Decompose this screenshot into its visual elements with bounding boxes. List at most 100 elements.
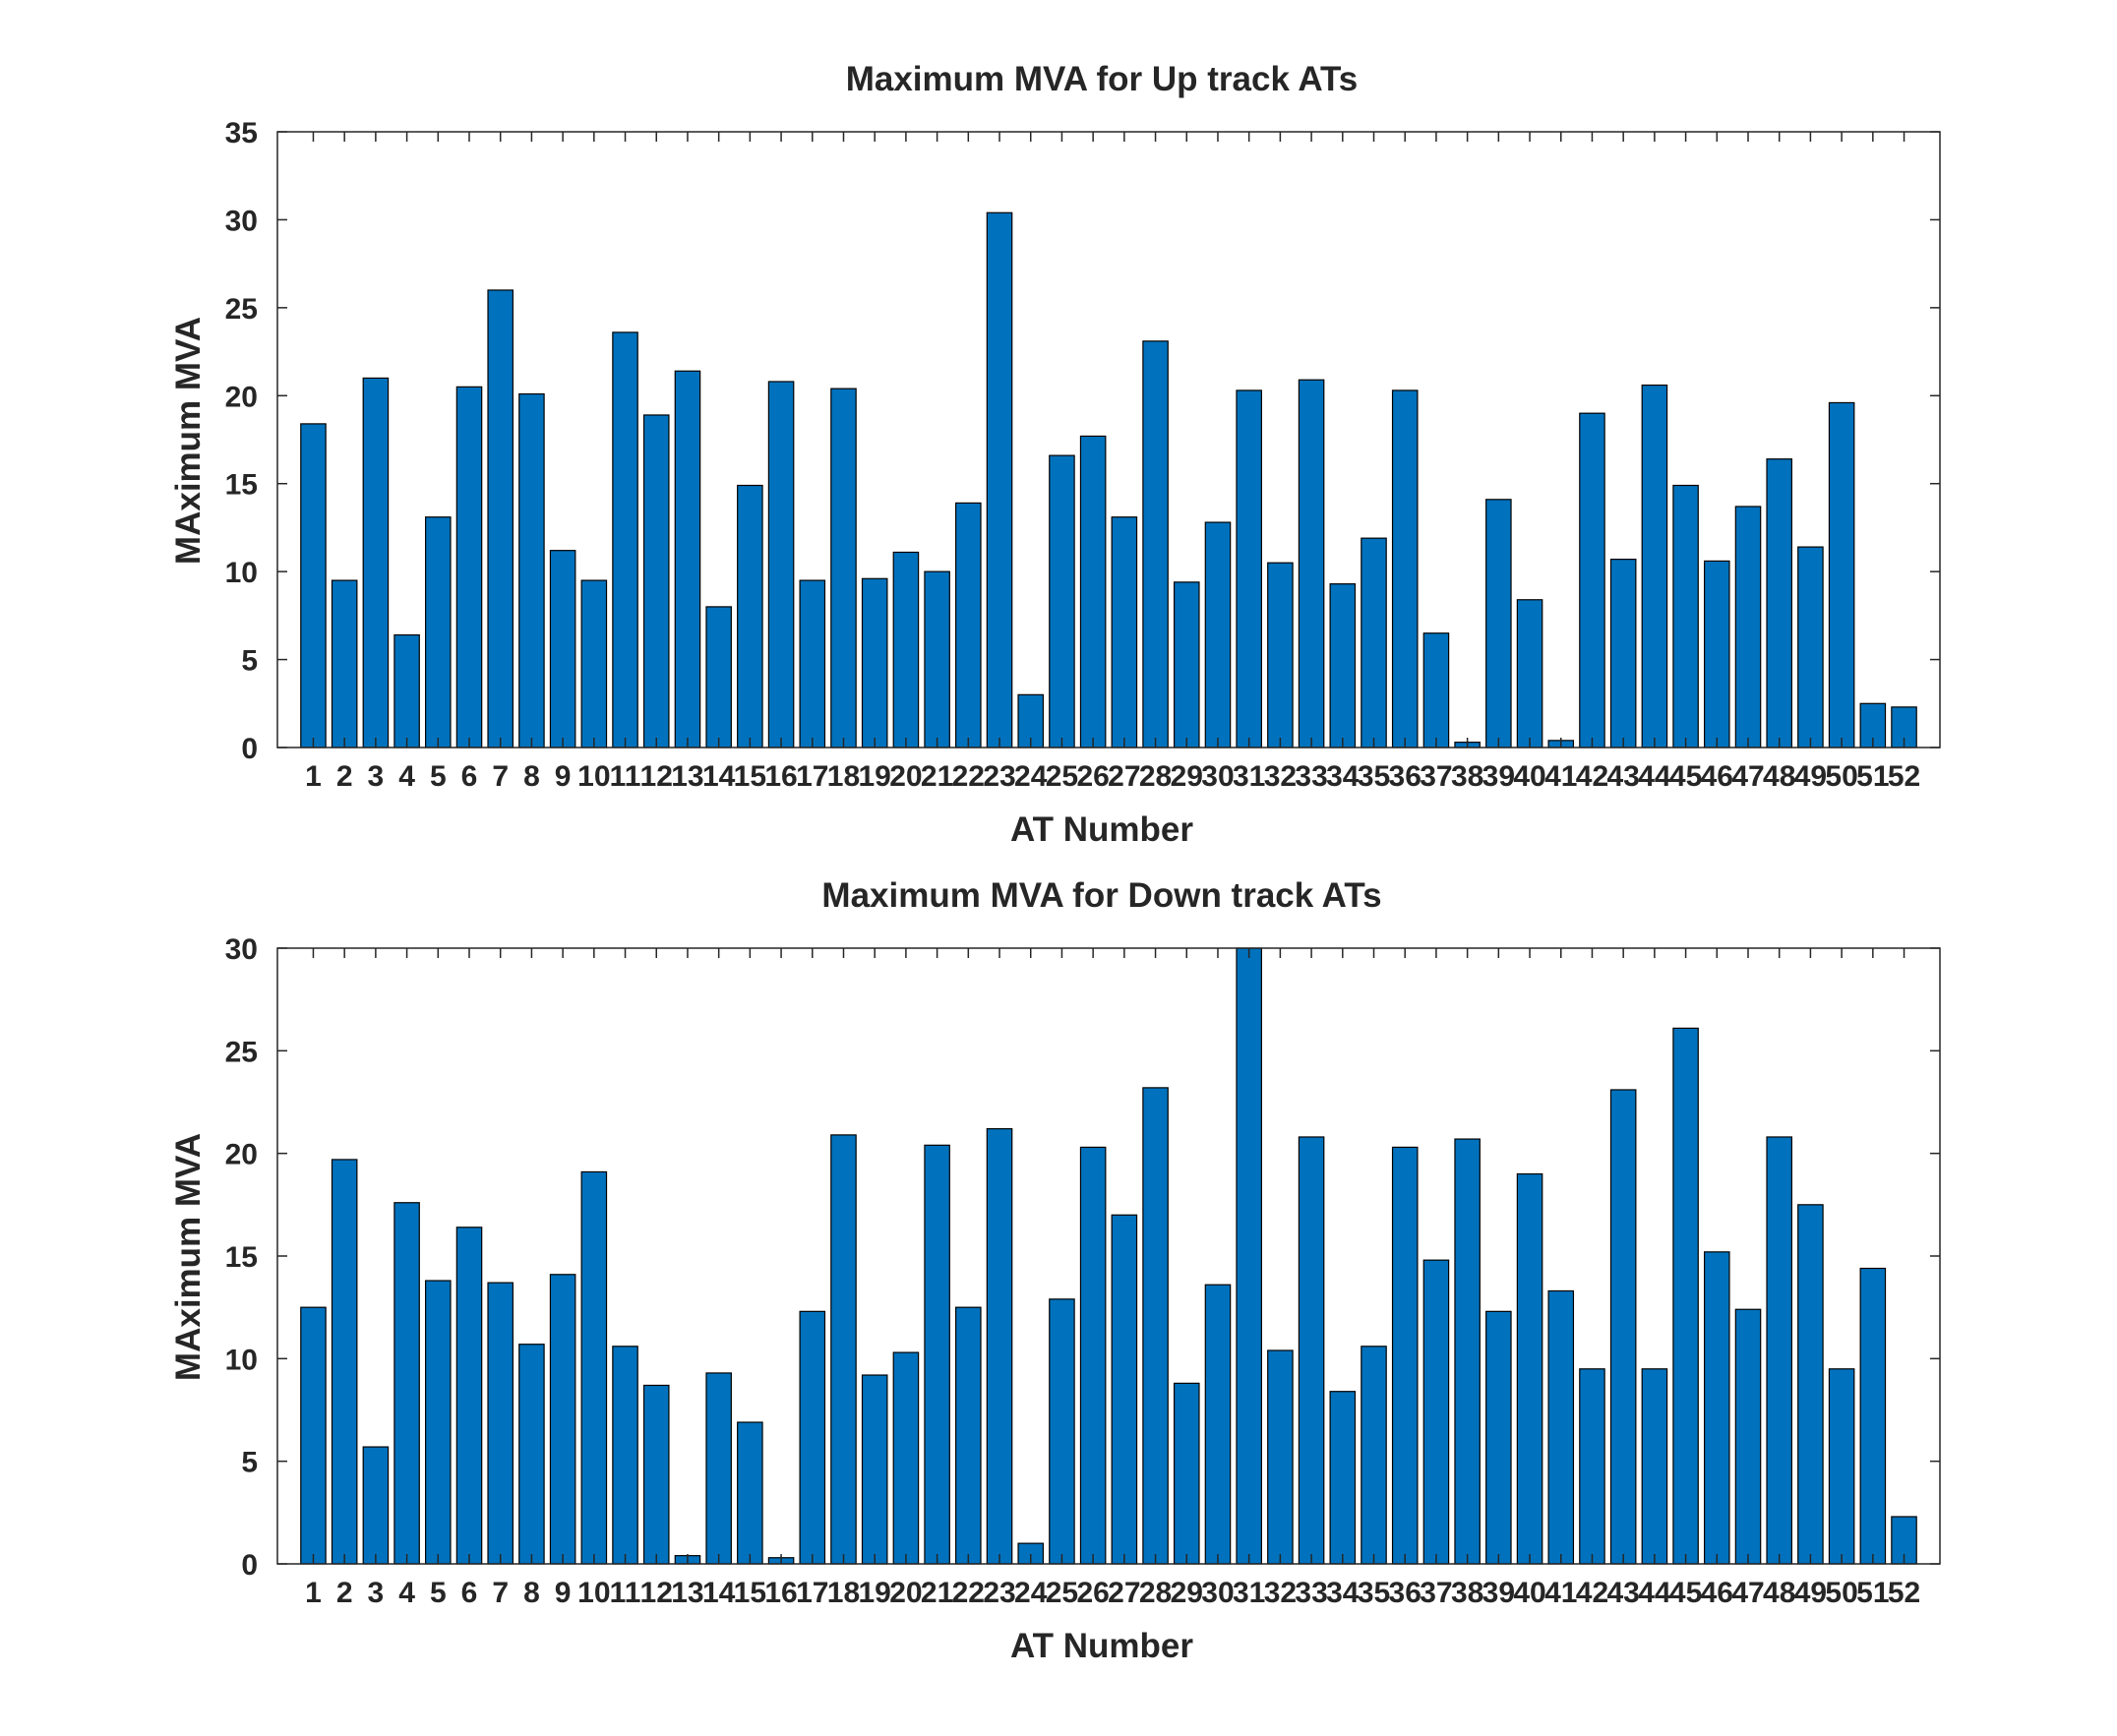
- bar-at-13: [674, 370, 701, 748]
- x-tick-label: 37: [1420, 1577, 1452, 1609]
- x-tick-label: 24: [1014, 1577, 1048, 1609]
- bar-at-10: [580, 1170, 608, 1565]
- x-tick-label: 4: [398, 1577, 415, 1609]
- x-tick-label: 39: [1482, 760, 1515, 793]
- bar-at-27: [1111, 516, 1138, 748]
- x-tick-label: 38: [1451, 760, 1483, 793]
- y-tick-label: 0: [241, 1549, 258, 1582]
- bar-at-27: [1111, 1214, 1138, 1565]
- bar-at-48: [1766, 1136, 1792, 1565]
- y-tick-label: 20: [225, 381, 258, 413]
- x-tick-label: 44: [1638, 1577, 1671, 1609]
- bar-at-26: [1079, 1146, 1107, 1565]
- x-tick-label: 22: [952, 760, 985, 793]
- bar-at-40: [1516, 599, 1543, 748]
- x-tick-label: 44: [1638, 760, 1671, 793]
- x-tick-label: 11: [610, 760, 641, 793]
- x-tick-label: 26: [1076, 760, 1109, 793]
- bar-at-2: [331, 579, 358, 748]
- bar-at-10: [580, 579, 608, 748]
- x-tick-label: 46: [1701, 760, 1733, 793]
- x-tick-label: 42: [1576, 1577, 1608, 1609]
- bar-at-30: [1204, 521, 1232, 748]
- x-tick-label: 21: [921, 1577, 953, 1609]
- bar-at-18: [830, 1134, 857, 1565]
- bar-at-30: [1204, 1284, 1232, 1565]
- bar-at-34: [1329, 583, 1357, 748]
- bars-group: [300, 947, 1917, 1565]
- x-tick-label: 6: [461, 760, 478, 793]
- x-tick-label: 2: [336, 1577, 353, 1609]
- x-tick-label: 9: [555, 760, 572, 793]
- bar-at-44: [1641, 1368, 1668, 1565]
- bar-at-29: [1173, 1382, 1200, 1565]
- x-tick-label: 35: [1358, 760, 1390, 793]
- x-tick-label: 50: [1825, 1577, 1857, 1609]
- x-tick-label: 49: [1794, 760, 1827, 793]
- x-tick-label: 18: [827, 1577, 860, 1609]
- x-tick-label: 47: [1731, 760, 1764, 793]
- x-tick-label: 48: [1763, 1577, 1795, 1609]
- bar-at-33: [1298, 379, 1325, 748]
- bar-at-21: [924, 1144, 950, 1565]
- bar-at-37: [1422, 632, 1450, 748]
- bar-at-29: [1173, 581, 1200, 748]
- bar-at-35: [1361, 1346, 1387, 1565]
- x-tick-label: 25: [1046, 760, 1078, 793]
- x-tick-label: 33: [1295, 1577, 1327, 1609]
- bar-at-50: [1828, 401, 1855, 748]
- y-tick-label: 25: [225, 293, 258, 326]
- y-tick-label: 0: [241, 733, 258, 765]
- bar-at-3: [362, 1446, 390, 1565]
- x-tick-label: 30: [1201, 760, 1234, 793]
- x-tick-label: 19: [859, 760, 891, 793]
- y-tick-label: 30: [225, 933, 258, 966]
- x-tick-label: 21: [921, 760, 953, 793]
- x-tick-label: 15: [734, 760, 766, 793]
- y-tick-label: 20: [225, 1139, 258, 1171]
- bar-at-49: [1797, 546, 1824, 748]
- bar-at-28: [1142, 1087, 1169, 1565]
- bar-at-26: [1079, 435, 1107, 748]
- x-tick-label: 32: [1264, 1577, 1297, 1609]
- bar-at-2: [331, 1159, 358, 1565]
- x-tick-label: 8: [523, 1577, 540, 1609]
- bar-at-14: [705, 606, 732, 748]
- bar-at-43: [1609, 559, 1637, 748]
- bar-at-16: [767, 381, 795, 748]
- y-tick-label: 30: [225, 205, 258, 237]
- bar-at-34: [1329, 1391, 1357, 1565]
- x-tick-label: 33: [1295, 760, 1327, 793]
- x-tick-label: 12: [640, 760, 673, 793]
- bar-at-47: [1734, 1308, 1762, 1565]
- bar-at-23: [986, 1128, 1013, 1565]
- bar-at-33: [1298, 1136, 1325, 1565]
- x-tick-label: 45: [1669, 1577, 1702, 1609]
- bar-at-12: [642, 1384, 670, 1565]
- x-tick-label: 16: [764, 1577, 797, 1609]
- x-tick-label: 12: [640, 1577, 673, 1609]
- bar-at-49: [1797, 1204, 1824, 1565]
- x-tick-label: 42: [1576, 760, 1608, 793]
- bar-at-6: [455, 386, 483, 748]
- bar-at-45: [1672, 484, 1699, 748]
- plot-frame: [276, 947, 1941, 1565]
- bar-at-11: [612, 1346, 638, 1565]
- bar-at-21: [924, 570, 950, 748]
- bar-at-35: [1361, 537, 1387, 748]
- x-tick-label: 23: [983, 760, 1015, 793]
- x-tick-label: 38: [1451, 1577, 1483, 1609]
- y-tick-label: 15: [225, 1241, 258, 1274]
- bar-at-9: [549, 550, 576, 748]
- bar-at-31: [1236, 947, 1262, 1565]
- x-tick-label: 5: [430, 1577, 447, 1609]
- x-tick-label: 29: [1171, 1577, 1203, 1609]
- x-tick-label: 8: [523, 760, 540, 793]
- bar-at-7: [487, 1282, 514, 1565]
- bar-at-46: [1704, 560, 1730, 748]
- x-tick-label: 24: [1014, 760, 1048, 793]
- bar-at-39: [1485, 1310, 1512, 1565]
- x-tick-label: 32: [1264, 760, 1297, 793]
- bar-at-20: [892, 551, 920, 748]
- x-tick-label: 43: [1606, 1577, 1639, 1609]
